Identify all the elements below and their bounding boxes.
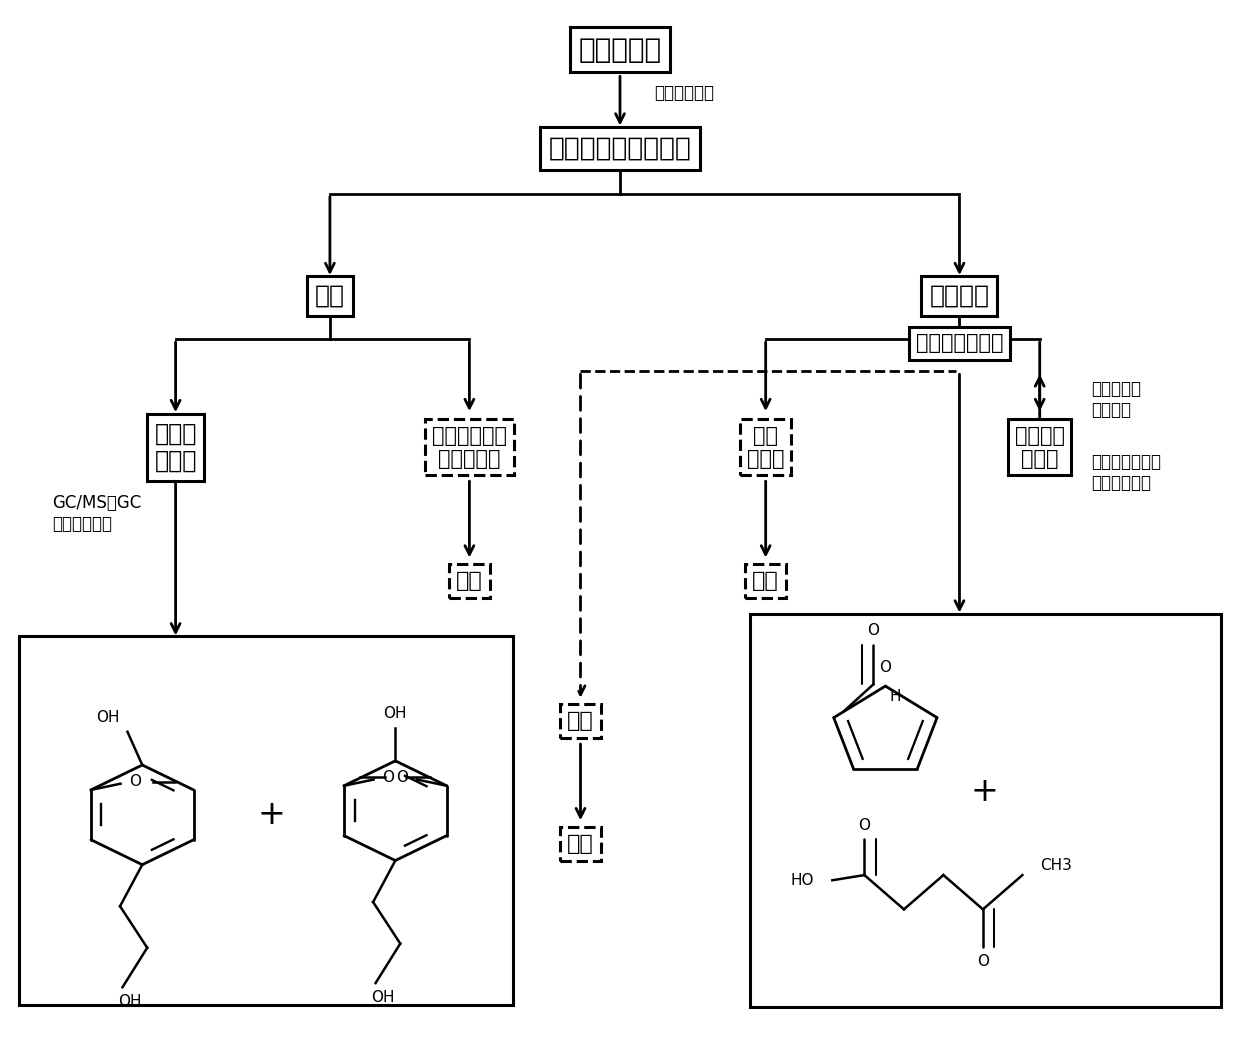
Text: 固体残渣: 固体残渣 <box>930 284 990 308</box>
Text: OH: OH <box>383 706 407 720</box>
Text: O: O <box>397 770 408 785</box>
Text: HO: HO <box>791 873 815 887</box>
Text: 反应混合物离心: 反应混合物离心 <box>915 333 1003 353</box>
Text: OH: OH <box>118 994 141 1010</box>
Text: 少量碳水化合
物降解产物: 少量碳水化合 物降解产物 <box>432 426 507 469</box>
Text: 废弃: 废弃 <box>456 571 482 591</box>
Text: OH: OH <box>371 990 394 1005</box>
FancyBboxPatch shape <box>750 615 1221 1007</box>
Text: 木质纤维素: 木质纤维素 <box>578 35 662 64</box>
Text: 水相: 水相 <box>567 711 594 732</box>
Text: O: O <box>129 774 141 789</box>
Text: GC/MS、GC
定性定量分析: GC/MS、GC 定性定量分析 <box>52 494 141 533</box>
Text: 苯酚类
化合物: 苯酚类 化合物 <box>155 422 197 473</box>
Text: O: O <box>858 817 870 833</box>
Text: 反应混合物固液分离: 反应混合物固液分离 <box>548 135 692 161</box>
Text: OH: OH <box>95 710 119 725</box>
Text: 废弃: 废弃 <box>567 834 594 854</box>
Text: O: O <box>977 954 990 969</box>
Text: 催化加氢还原: 催化加氢还原 <box>655 85 714 102</box>
Text: 固体
催化剂: 固体 催化剂 <box>746 426 785 469</box>
Text: O: O <box>867 623 879 638</box>
Text: 金属卤化物
催化反应: 金属卤化物 催化反应 <box>1091 380 1142 419</box>
Text: O: O <box>382 770 394 785</box>
Text: CH3: CH3 <box>1039 858 1071 873</box>
Text: H: H <box>890 689 901 705</box>
Text: 液体: 液体 <box>315 284 345 308</box>
FancyBboxPatch shape <box>19 636 512 1005</box>
Text: +: + <box>258 799 286 831</box>
Text: 回收: 回收 <box>753 571 779 591</box>
Text: 有机相高效液相
色谱定量分析: 有机相高效液相 色谱定量分析 <box>1091 453 1162 492</box>
Text: +: + <box>970 776 998 808</box>
Text: 碳水化合
物浆料: 碳水化合 物浆料 <box>1014 426 1065 469</box>
Text: O: O <box>879 660 892 674</box>
